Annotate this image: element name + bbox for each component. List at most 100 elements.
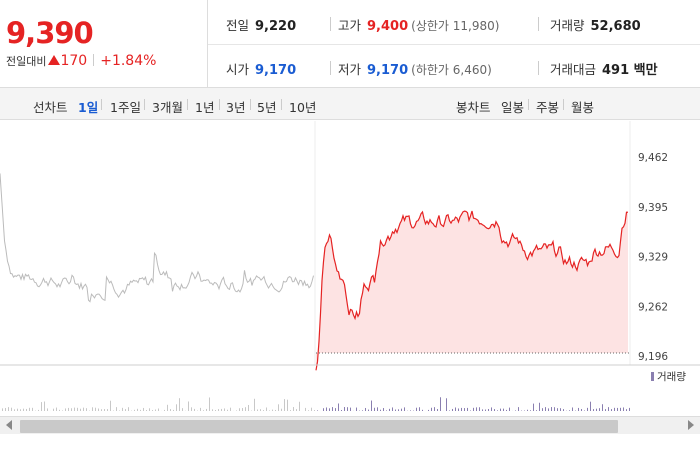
volume-bar [518,407,519,411]
volume-bar [458,408,459,411]
volume-bar [254,398,255,411]
scroll-right-icon[interactable] [688,420,694,430]
volume-bar [194,408,195,411]
volume-bar [557,408,558,411]
current-price: 9,390 [6,16,94,50]
volume-bar [260,409,261,411]
volume-bar [416,407,417,411]
volume-value: 52,680 [590,19,641,34]
tab-candle-weekly[interactable]: 주봉 [536,100,560,115]
scroll-thumb[interactable] [20,420,618,433]
change-percent: +1.84% [100,53,157,69]
volume-bar [377,407,378,411]
volume-bar [122,407,123,411]
volume-bar [212,409,213,411]
volume-bar [488,408,489,411]
volume-bar [602,404,603,411]
tab-period-3y[interactable]: 3년 [226,100,246,115]
y-tick-label: 9,462 [638,152,668,164]
volume-bar [236,410,237,411]
volume-bar [344,407,345,411]
volume-bar [179,398,180,411]
volume-bar [227,409,228,411]
quote-header: 9,390 전일대비 170 +1.84% 전일 9,220 고가 9,400 (상한가 … [0,0,700,88]
volume-bar [44,401,45,411]
volume-bar [137,408,138,411]
volume-bar [554,407,555,411]
volume-bar [485,409,486,411]
volume-bar [2,408,3,411]
volume-bar [56,407,57,411]
volume-bar [605,409,606,411]
volume-bar [368,409,369,411]
volume-bar [473,407,474,411]
tab-candle-monthly[interactable]: 월봉 [571,100,595,115]
tab-period-3m[interactable]: 3개월 [152,100,183,115]
volume-bar [170,409,171,411]
change-value: 170 [60,53,88,69]
divider [93,54,95,66]
scroll-left-icon[interactable] [6,420,12,430]
tab-candle-daily[interactable]: 일봉 [501,100,525,115]
volume-bar [596,408,597,411]
volume-bar [32,407,33,411]
tab-period-10y[interactable]: 10년 [289,100,317,115]
volume-bar [587,407,588,411]
volume-bar [188,401,189,411]
volume-bar [356,407,357,411]
high-label: 고가 [338,18,362,33]
volume-bar [536,410,537,411]
volume-bar [437,409,438,411]
volume-bar [608,407,609,411]
divider [330,17,331,31]
volume-bar [476,407,477,411]
volume-bar [230,407,231,411]
volume-bar [83,407,84,411]
volume-bar [20,409,21,411]
volume-bar [629,407,630,411]
volume-bar [311,407,312,411]
volume-bar [335,408,336,411]
volume-bar [53,408,54,411]
tab-period-1w[interactable]: 1주일 [110,100,141,115]
y-tick-label: 9,395 [638,202,668,214]
volume-bar [164,409,165,411]
volume-bar [581,409,582,411]
volume-bar [440,397,441,411]
volume-bar [8,407,9,411]
volume: 거래량 52,680 [550,15,641,34]
tab-period-1y[interactable]: 1년 [195,100,215,115]
up-triangle-icon [48,55,61,65]
volume-bar [467,407,468,411]
volume-bar [365,407,366,411]
volume-bar [98,408,99,411]
volume-bar [410,410,411,411]
volume-bar [572,407,573,411]
chart-scrollbar[interactable] [0,416,700,434]
volume-bar [59,409,60,411]
volume-bar [116,407,117,411]
volume-bar [5,407,6,411]
volume-bar [383,408,384,411]
volume-bar [341,409,342,411]
volume-bar [308,410,309,411]
volume-bar [542,408,543,411]
volume-bar [395,409,396,411]
volume-bar [152,410,153,411]
volume-bar [167,404,168,411]
volume-bar [218,409,219,411]
chart-svg: 9,462 9,395 9,329 9,262 9,196 거래량 [0,121,700,411]
volume-legend: 거래량 [657,371,686,383]
price-chart[interactable]: 9,462 9,395 9,329 9,262 9,196 거래량 [0,121,700,416]
trade-amount-label: 거래대금 [550,62,597,77]
volume-bar [506,409,507,411]
tab-period-5y[interactable]: 5년 [257,100,277,115]
open-label: 시가 [226,62,250,77]
tab-period-1d[interactable]: 1일 [78,100,99,115]
volume-bar [275,409,276,411]
volume-bar [305,407,306,411]
volume-bar [404,407,405,411]
volume-bar [446,398,447,411]
volume-bar [107,409,108,411]
volume-bar [317,410,318,411]
